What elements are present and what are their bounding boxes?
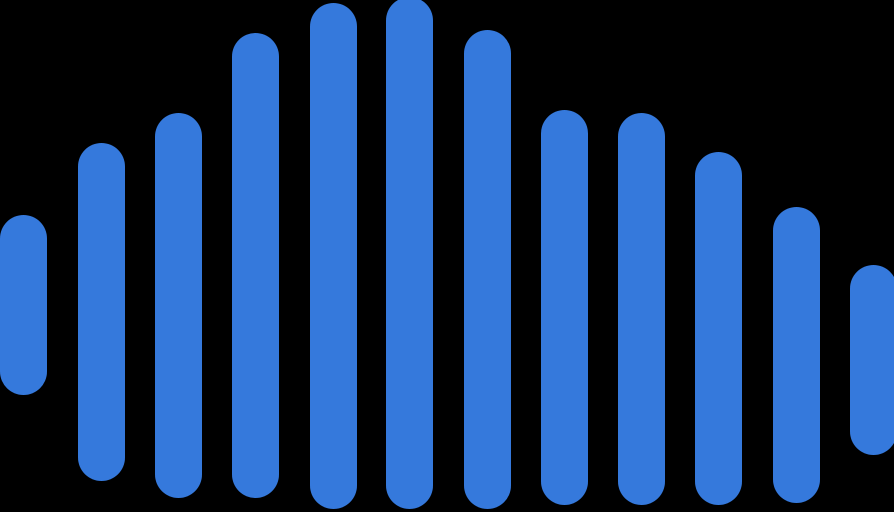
waveform-bar-12[interactable] [850,265,894,455]
waveform-bar-6[interactable] [386,0,433,509]
waveform-bar-3[interactable] [155,113,202,498]
waveform-bar-9[interactable] [618,113,665,505]
waveform-bar-10[interactable] [695,152,742,505]
waveform-bar-2[interactable] [78,143,125,481]
waveform-bar-7[interactable] [464,30,511,509]
waveform-bar-1[interactable] [0,215,47,395]
waveform-bar-4[interactable] [232,33,279,498]
waveform-bar-5[interactable] [310,3,357,509]
waveform-bar-8[interactable] [541,110,588,505]
waveform-bar-11[interactable] [773,207,820,503]
